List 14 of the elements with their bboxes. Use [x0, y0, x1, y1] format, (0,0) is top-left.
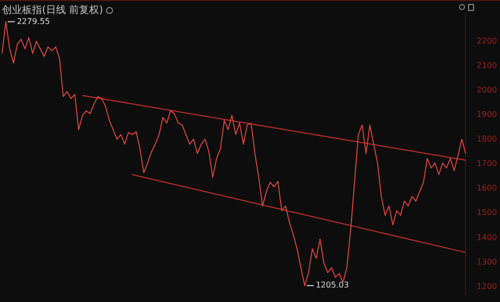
y-tick-label: 2000	[476, 85, 497, 94]
annotation: 1205.03	[316, 280, 349, 290]
y-tick-label: 1300	[476, 257, 497, 266]
chart-title: 创业板指(日线 前复权)	[2, 4, 103, 17]
y-tick-label: 1700	[476, 159, 497, 168]
annotation: 2279.55	[16, 16, 50, 26]
y-tick-label: 1600	[476, 184, 497, 193]
y-tick-label: 2200	[476, 36, 497, 46]
y-tick-label: 1800	[476, 134, 497, 144]
y-tick-label: 1500	[476, 208, 497, 218]
y-tick-label: 1400	[476, 232, 497, 242]
y-tick-label: 1200	[476, 282, 497, 291]
y-tick-label: 1900	[476, 110, 497, 119]
y-tick-label: 2100	[476, 60, 497, 70]
